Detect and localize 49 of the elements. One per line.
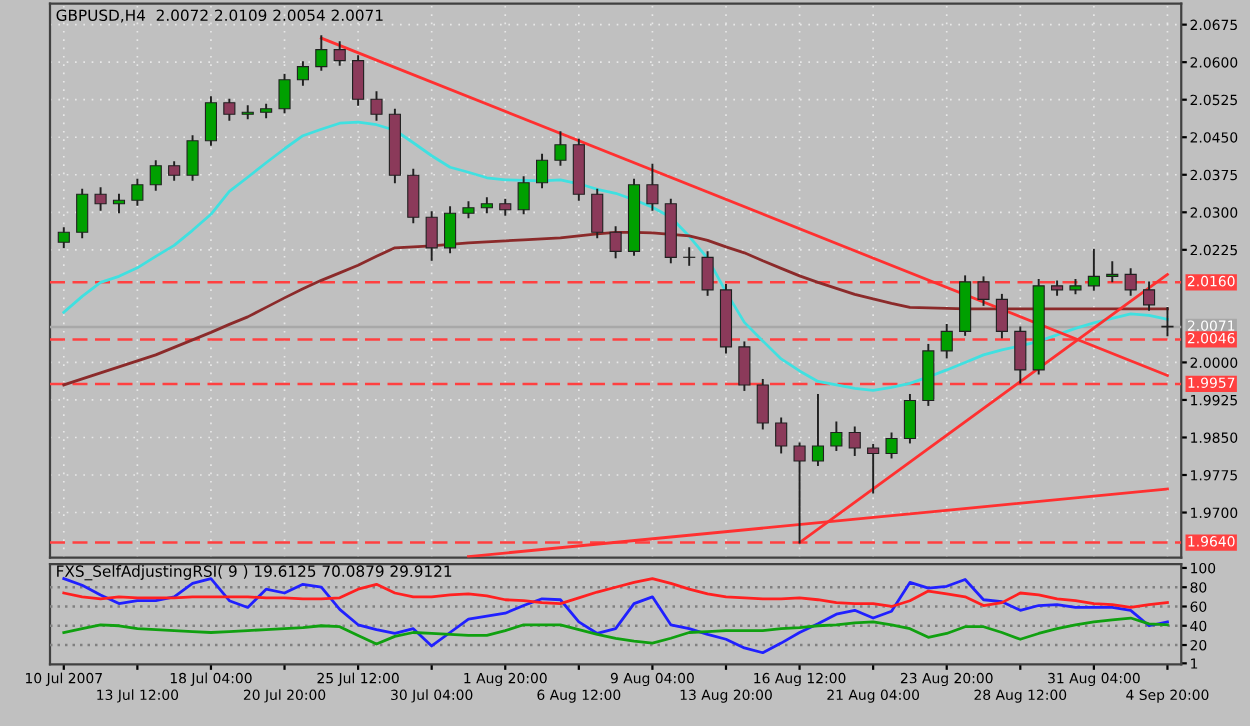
candlestick — [793, 442, 806, 544]
candlestick — [535, 153, 549, 189]
candlestick — [738, 341, 751, 391]
candlestick — [885, 432, 898, 459]
candlestick — [296, 61, 309, 86]
candlestick — [701, 251, 714, 296]
line-series — [62, 616, 1169, 646]
candlestick — [940, 323, 953, 359]
candlestick — [1106, 261, 1119, 283]
candlestick — [517, 176, 530, 215]
candlestick — [903, 393, 917, 444]
candlestick — [646, 163, 659, 211]
candlestick — [995, 293, 1008, 339]
candlestick — [315, 35, 328, 71]
candlestick — [131, 178, 144, 206]
candlestick — [830, 421, 843, 451]
candlestick — [1161, 306, 1174, 337]
candlestick — [241, 105, 254, 120]
candlestick — [609, 226, 622, 259]
candlestick — [223, 98, 236, 121]
candlestick — [444, 206, 457, 254]
candlestick — [333, 41, 346, 66]
candlestick — [1014, 326, 1027, 384]
line-series — [62, 577, 1169, 655]
candlestick — [407, 168, 420, 224]
candlestick — [76, 188, 89, 239]
candlestick — [149, 160, 162, 191]
line-series — [62, 577, 1169, 609]
candlestick — [1087, 248, 1100, 291]
candlestick — [848, 426, 861, 456]
candlestick — [977, 276, 990, 306]
candlestick — [94, 187, 107, 211]
candlestick — [867, 444, 880, 494]
line-series — [62, 120, 1169, 392]
candlestick — [811, 393, 825, 466]
candlestick — [278, 73, 291, 114]
candlestick — [57, 227, 70, 249]
candlestick — [1124, 268, 1137, 296]
candlestick — [186, 135, 199, 181]
candlestick — [1142, 281, 1156, 311]
candlestick — [204, 96, 218, 146]
candlestick — [591, 188, 604, 239]
candlestick — [775, 417, 788, 454]
candlestick — [425, 211, 438, 261]
candlestick — [352, 55, 365, 106]
candlestick — [683, 247, 696, 266]
candlestick — [554, 131, 567, 166]
candlestick — [756, 378, 769, 430]
candlestick — [370, 91, 383, 121]
